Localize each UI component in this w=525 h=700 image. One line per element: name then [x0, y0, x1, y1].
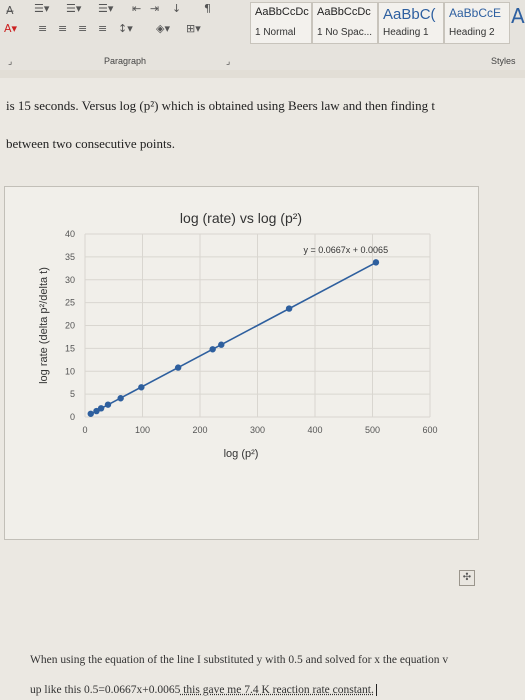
data-point [104, 401, 112, 408]
bottom-line-2: up like this 0.5=0.0667x+0.0065 this gav… [30, 684, 377, 697]
y-tick-label: 5 [70, 389, 75, 399]
group-styles-label: Styles [491, 56, 516, 66]
x-tick-label: 300 [250, 425, 265, 435]
data-point [174, 364, 182, 371]
paragraph-dialog-icon[interactable]: ⌟ [226, 56, 231, 66]
pilcrow-icon[interactable]: ¶ [204, 2, 211, 15]
align-left-icon[interactable]: ≡ [38, 22, 48, 35]
decrease-indent-icon[interactable]: ⇤ [132, 2, 142, 15]
trendline [90, 261, 377, 415]
group-paragraph-label: Paragraph [104, 56, 147, 66]
data-point [117, 395, 124, 402]
paragraph-launcher-icon[interactable]: ⌟ [8, 56, 13, 66]
y-tick-label: 40 [65, 229, 75, 239]
sort-icon[interactable]: ↓ [172, 2, 182, 15]
align-right-icon[interactable]: ≡ [78, 22, 88, 35]
increase-indent-icon[interactable]: ⇥ [150, 2, 160, 15]
style-label: 1 No Spac... [317, 27, 373, 38]
line-spacing-icon[interactable]: ↕▾ [118, 22, 133, 35]
chart-object[interactable]: 0 5 10 15 20 25 30 35 40 0 100 200 300 400 500 600 log (… [4, 186, 479, 540]
style-label: 1 Normal [255, 27, 296, 38]
data-point [87, 410, 94, 417]
text-effects-icon[interactable]: A̶ [6, 4, 14, 17]
y-tick-label: 10 [65, 366, 75, 376]
numbering-icon[interactable]: ☰▾ [66, 2, 82, 15]
y-tick-label: 20 [65, 321, 75, 331]
y-axis-label: log rate (delta p²/delta t) [38, 267, 50, 384]
x-tick-label: 0 [82, 425, 87, 435]
styles-more-icon[interactable]: A [511, 4, 525, 28]
data-point [138, 384, 145, 391]
y-tick-label: 25 [65, 298, 75, 308]
font-color-icon[interactable]: A▾ [4, 22, 18, 35]
style-heading-1[interactable]: AaBbC( Heading 1 [378, 2, 444, 44]
data-point [209, 346, 216, 353]
data-point [218, 341, 225, 348]
y-tick-label: 30 [65, 275, 75, 285]
paragraph-line-2: between two consecutive points. [6, 136, 175, 151]
x-tick-label: 500 [365, 425, 380, 435]
document-page[interactable]: is 15 seconds. Versus log (p²) which is … [0, 70, 525, 700]
equation-text: up like this 0.5=0.0667x+0.0065 [30, 684, 181, 696]
trendline-label: y = 0.0667x + 0.0065 [304, 245, 389, 255]
x-tick-label: 600 [422, 425, 437, 435]
borders-icon[interactable]: ⊞▾ [186, 22, 201, 35]
bullets-icon[interactable]: ☰▾ [34, 2, 50, 15]
shading-icon[interactable]: ◈▾ [156, 22, 170, 35]
result-text: this gave me 7.4 K reaction rate constan… [180, 684, 374, 696]
clipped-text-line [0, 70, 525, 78]
style-no-spacing[interactable]: AaBbCcDc 1 No Spac... [312, 2, 378, 44]
data-point [372, 259, 380, 266]
x-tick-label: 100 [135, 425, 150, 435]
style-sample: AaBbC( [383, 6, 436, 23]
style-sample: AaBbCcE [449, 6, 502, 20]
style-heading-2[interactable]: AaBbCcE Heading 2 [444, 2, 510, 44]
data-point [97, 405, 105, 412]
y-tick-label: 35 [65, 252, 75, 262]
style-sample: AaBbCcDc [255, 6, 309, 18]
style-normal[interactable]: AaBbCcDc 1 Normal [250, 2, 312, 44]
data-point [285, 305, 293, 312]
justify-icon[interactable]: ≡ [98, 22, 108, 35]
style-label: Heading 1 [383, 27, 429, 38]
x-tick-label: 200 [192, 425, 207, 435]
bottom-line-1: When using the equation of the line I su… [30, 654, 449, 666]
multilevel-list-icon[interactable]: ☰▾ [98, 2, 114, 15]
x-axis-label: log (p²) [224, 448, 259, 460]
x-tick-label: 400 [307, 425, 322, 435]
style-label: Heading 2 [449, 27, 495, 38]
y-tick-label: 0 [70, 412, 75, 422]
ribbon: A̶ ☰▾ ☰▾ ☰▾ ⇤ ⇥ ↓ ¶ A▾ ≡ ≡ ≡ ≡ ↕▾ ◈▾ ⊞▾ … [0, 0, 525, 71]
text-cursor [375, 684, 377, 697]
y-tick-label: 15 [65, 343, 75, 353]
table-move-handle-icon[interactable]: ✣ [459, 570, 475, 586]
chart-title: log (rate) vs log (p²) [180, 210, 302, 226]
style-sample: AaBbCcDc [317, 6, 371, 18]
paragraph-line-1: is 15 seconds. Versus log (p²) which is … [6, 98, 435, 113]
data-point [93, 407, 100, 415]
align-center-icon[interactable]: ≡ [58, 22, 68, 35]
